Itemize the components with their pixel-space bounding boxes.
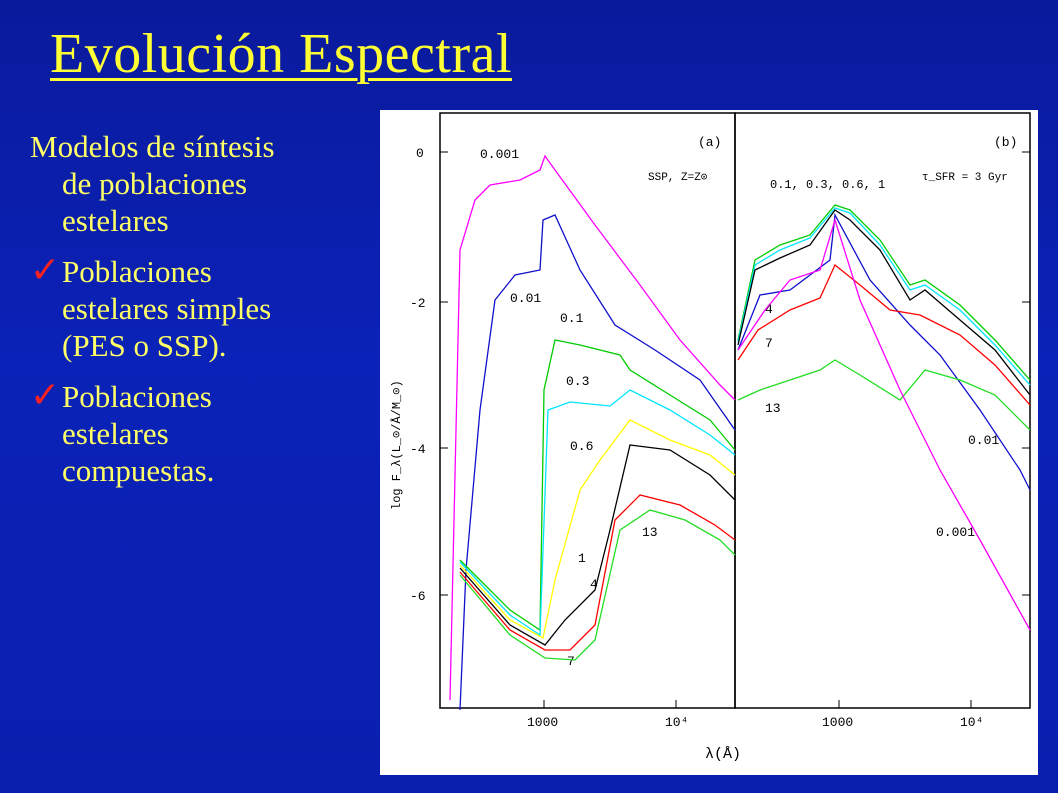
x-tick-label: 10⁴ (665, 715, 688, 730)
bullet-line: compuestas. (62, 453, 215, 488)
intro-line-2: de poblaciones (62, 166, 248, 201)
y-axis-label: log F_λ(L_⊙/Å/M_⊙) (389, 380, 404, 510)
checkmark-icon: ✓ (30, 375, 61, 416)
panel-b-annotation: τ_SFR = 3 Gyr (922, 172, 1008, 184)
bullet-line: Poblaciones (62, 379, 212, 414)
panel-a-frame (439, 112, 736, 709)
y-tick-label: -4 (410, 442, 426, 457)
y-tick-label: -2 (410, 296, 426, 311)
bullet-line: estelares simples (62, 291, 272, 326)
bullet-line: (PES o SSP). (62, 328, 227, 363)
spectrum-b-7 (737, 263, 1031, 406)
series-label: 4 (765, 302, 773, 317)
panel-b-header-labels: 0.1, 0.3, 0.6, 1 (770, 178, 885, 192)
spectrum-0.6 (459, 419, 736, 639)
panel-a-annotation: SSP, Z=Z⊙ (648, 172, 707, 184)
spectrum-b-0.1 (737, 204, 1031, 381)
bullet-line: Poblaciones (62, 254, 212, 289)
panel-b-spectra (737, 204, 1031, 631)
x-tick-label: 1000 (822, 715, 853, 730)
series-label: 0.001 (480, 147, 519, 162)
bullet-item-composite: ✓ Poblaciones estelares compuestas. (30, 378, 360, 489)
series-label: 0.01 (968, 433, 999, 448)
y-tick-label: 0 (416, 146, 424, 161)
series-label: 0.001 (936, 525, 975, 540)
spectrum-b-1 (737, 209, 1031, 396)
intro-line-3: estelares (62, 203, 169, 238)
y-tick-label: -6 (410, 589, 426, 604)
slide-title: Evolución Espectral (50, 23, 513, 85)
x-tick-label: 1000 (527, 715, 558, 730)
intro-line-1: Modelos de síntesis (30, 129, 275, 164)
panel-a-spectra (449, 154, 736, 711)
series-label: 0.6 (570, 439, 593, 454)
series-label: 0.01 (510, 291, 541, 306)
spectrum-0.1 (459, 339, 736, 632)
chart-svg: 0 -2 -4 -6 1000 10⁴ 1000 10⁴ λ(Å) log F_… (389, 112, 1031, 763)
checkmark-icon: ✓ (30, 250, 61, 291)
series-label: 4 (590, 577, 598, 592)
x-axis-label: λ(Å) (705, 746, 741, 763)
series-label: 7 (765, 336, 773, 351)
spectrum-0.01 (459, 214, 736, 711)
spectrum-1 (459, 444, 736, 646)
series-label: 13 (765, 401, 781, 416)
x-tick-label: 10⁴ (960, 715, 983, 730)
series-label: 0.3 (566, 374, 589, 389)
bullet-line: estelares (62, 416, 169, 451)
series-label: 1 (578, 551, 586, 566)
spectrum-b-0.6 (737, 207, 1031, 386)
spectral-evolution-figure: 0 -2 -4 -6 1000 10⁴ 1000 10⁴ λ(Å) log F_… (380, 110, 1038, 775)
spectrum-b-0.001 (737, 217, 1031, 631)
panel-a-label: (a) (698, 135, 721, 150)
series-label: 13 (642, 525, 658, 540)
spectrum-0.001 (449, 154, 736, 701)
bullet-list: Modelos de síntesis de poblaciones estel… (30, 128, 360, 489)
intro-text: Modelos de síntesis de poblaciones estel… (30, 128, 360, 239)
y-ticks (440, 151, 1030, 708)
spectrum-13 (459, 509, 736, 661)
panel-b-frame (734, 112, 1031, 709)
series-label: 7 (567, 654, 575, 669)
bullet-item-ssp: ✓ Poblaciones estelares simples (PES o S… (30, 253, 360, 364)
spectrum-0.3 (459, 389, 736, 637)
series-label: 0.1 (560, 311, 584, 326)
spectrum-4 (459, 494, 736, 651)
spectrum-b-13 (737, 359, 1031, 431)
panel-b-label: (b) (994, 135, 1017, 150)
